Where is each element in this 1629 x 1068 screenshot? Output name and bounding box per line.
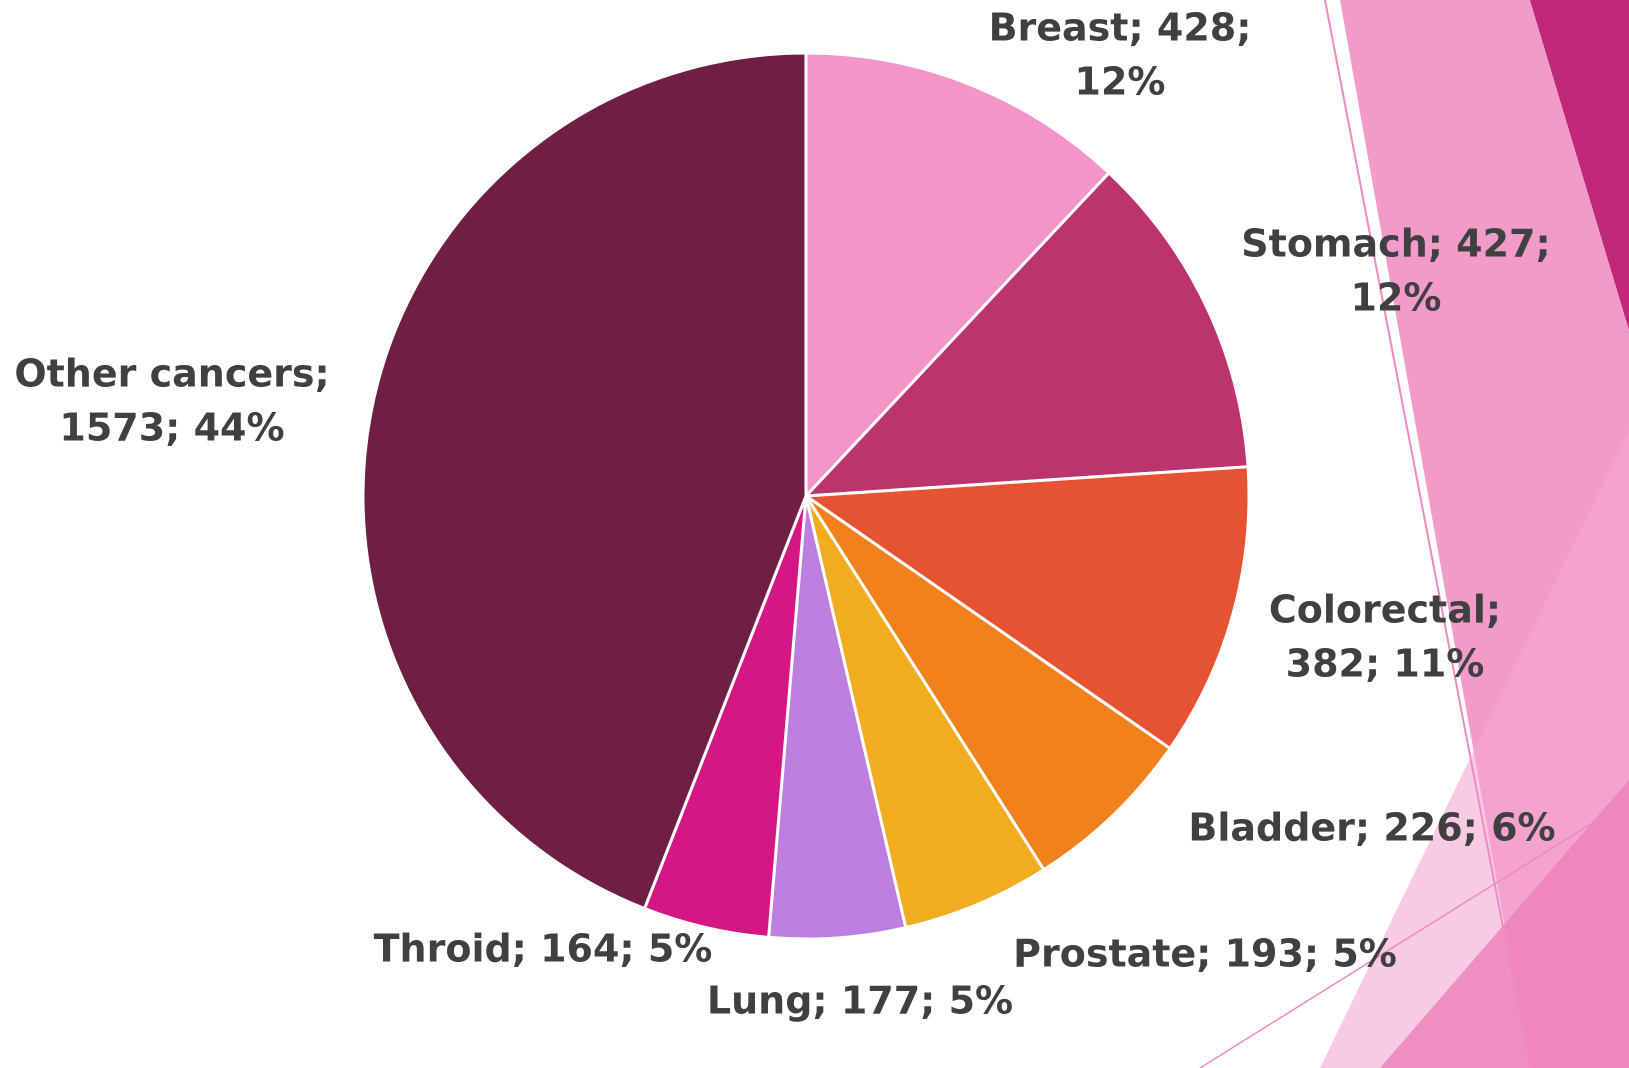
data-label: 12%	[1075, 60, 1166, 104]
data-label: 1573; 44%	[59, 406, 284, 450]
data-label: Colorectal;	[1269, 588, 1501, 632]
pie-slice	[804, 51, 1112, 500]
pie-slice	[801, 465, 1251, 751]
decor-line	[1199, 799, 1629, 1068]
labels: Breast; 428; 12% Stomach; 427; 12% Colorecta…	[14, 6, 1555, 1023]
data-label: Stomach; 427;	[1241, 222, 1550, 266]
data-label: Breast; 428;	[989, 6, 1252, 50]
data-label: Other cancers;	[14, 352, 329, 396]
pie-slice	[804, 495, 1046, 930]
data-label: 12%	[1351, 276, 1442, 320]
decor-shape	[1380, 780, 1629, 1068]
data-label: Bladder; 226; 6%	[1188, 806, 1555, 850]
decoration	[1199, 0, 1629, 1068]
pie-slice	[361, 51, 808, 911]
pie	[361, 51, 1251, 941]
data-label: Lung; 177; 5%	[707, 979, 1013, 1023]
decor-shape	[1530, 0, 1629, 330]
pie-slice	[804, 494, 1173, 872]
pie-slice	[802, 170, 1250, 498]
data-label: 382; 11%	[1286, 642, 1485, 686]
data-label: Prostate; 193; 5%	[1013, 932, 1397, 976]
decor-line	[1324, 0, 1531, 1068]
data-label: Throid; 164; 5%	[374, 927, 713, 971]
